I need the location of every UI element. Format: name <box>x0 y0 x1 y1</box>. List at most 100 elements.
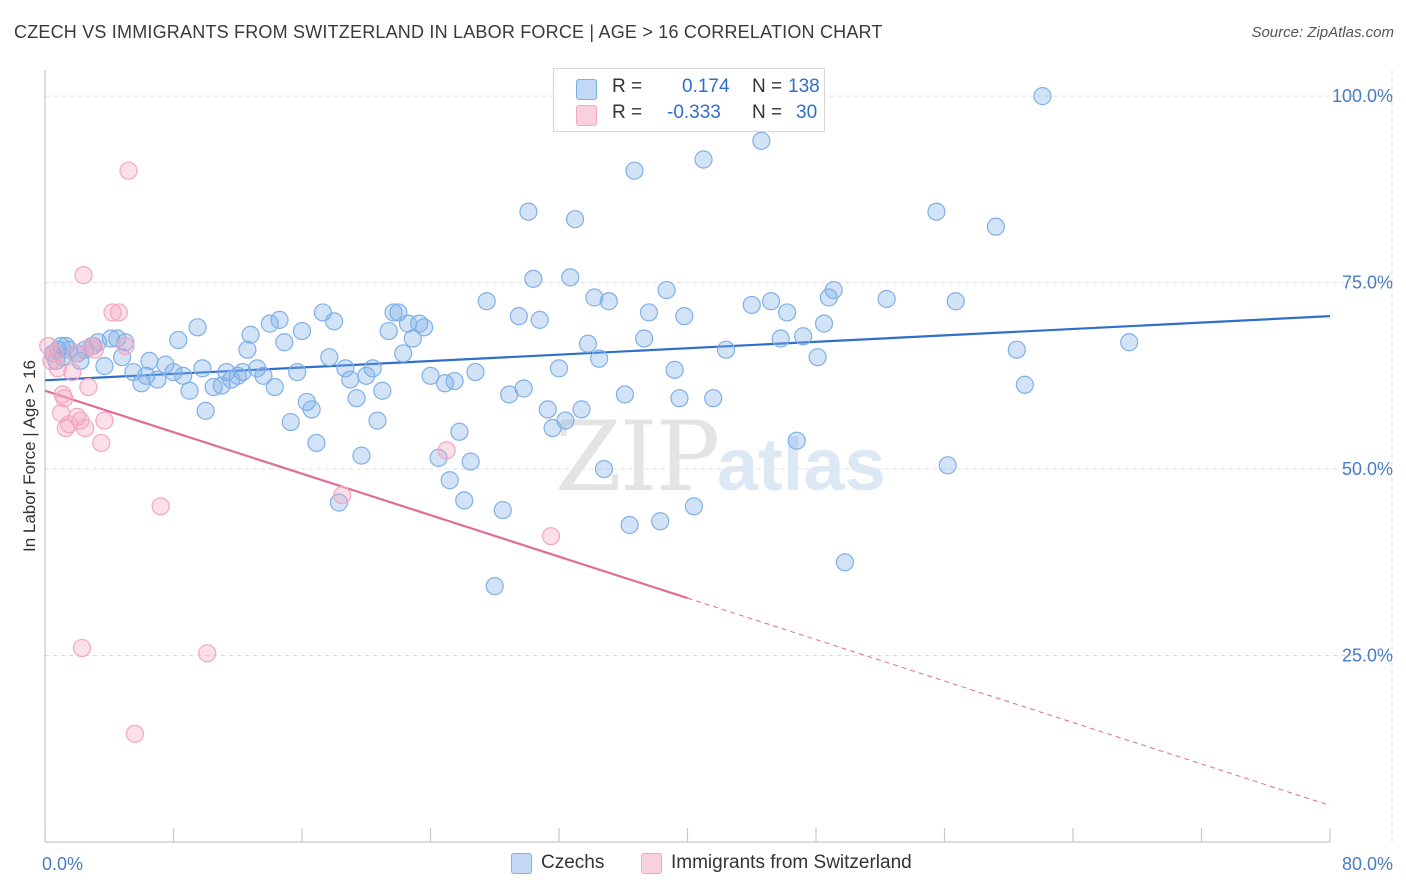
chart-title: CZECH VS IMMIGRANTS FROM SWITZERLAND IN … <box>14 22 883 42</box>
czechs-point <box>1007 340 1026 359</box>
czechs-point <box>946 292 965 311</box>
czechs-point <box>824 280 843 300</box>
czechs-point <box>254 366 273 385</box>
czechs-point <box>265 377 284 397</box>
czechs-point <box>336 359 355 378</box>
legend-row-switzerland: R = -0.333 N = 30 <box>576 102 818 128</box>
n-label: N = <box>752 102 783 123</box>
czechs-point <box>561 268 580 287</box>
x-tick-label: 80.0% <box>1342 854 1393 874</box>
czechs-point <box>814 314 834 333</box>
czechs-point <box>368 411 387 430</box>
czechs-point <box>341 370 360 389</box>
czechs-point <box>590 349 609 368</box>
czechs-point <box>247 359 267 378</box>
switzerland-point <box>333 486 352 505</box>
czechs-point <box>556 411 575 430</box>
source-label: Source: ZipAtlas.com <box>1251 24 1394 41</box>
czechs-point <box>794 327 813 346</box>
czechs-point <box>704 389 723 408</box>
czechs-point <box>414 318 434 337</box>
czechs-point <box>835 553 855 572</box>
czechs-point <box>493 500 512 520</box>
legend-swatch-switzerland <box>576 105 597 126</box>
czechs-point <box>675 307 694 326</box>
y-tick-labels: 25.0% 50.0% 75.0% 100.0% <box>1332 86 1393 665</box>
czechs-point <box>275 333 294 352</box>
legend-swatch-czechs <box>576 79 597 100</box>
legend-swatch-czechs <box>511 853 532 874</box>
switzerland-trend-line-extension <box>687 597 1331 806</box>
data-points <box>39 87 1139 743</box>
czechs-point <box>466 362 485 382</box>
czechs-point <box>212 376 231 395</box>
switzerland-trend-line <box>44 389 688 600</box>
czechs-point <box>148 370 167 389</box>
czechs-point <box>169 330 188 350</box>
switzerland-point <box>541 527 561 546</box>
czechs-point <box>95 357 114 376</box>
czechs-point <box>877 289 896 309</box>
x-tick-label: 0.0% <box>42 854 83 874</box>
r-label: R = <box>612 76 643 97</box>
czechs-point <box>357 366 376 385</box>
switzerland-point <box>48 359 67 378</box>
switzerland-point <box>76 418 95 438</box>
czechs-point <box>651 512 670 531</box>
czechs-point <box>363 359 382 378</box>
czechs-point <box>657 280 676 300</box>
switzerland-point <box>92 433 111 453</box>
n-value-switzerland: 30 <box>796 102 818 123</box>
czechs-point <box>140 351 159 370</box>
switzerland-point <box>39 336 58 356</box>
czechs-point <box>771 329 790 348</box>
watermark-zip: ZIP <box>555 401 718 513</box>
czechs-point <box>241 325 260 344</box>
czechs-point <box>635 329 654 348</box>
watermark-atlas: atlas <box>717 423 886 506</box>
legend-label-czechs: Czechs <box>541 852 605 873</box>
czechs-point <box>1033 87 1052 106</box>
legend-row-czechs: R = 0.174 N = 138 <box>576 76 820 102</box>
czechs-point <box>180 381 199 400</box>
czechs-point <box>193 359 212 378</box>
axes <box>44 70 1331 843</box>
x-tick-labels: 0.0% 80.0% <box>42 854 1393 874</box>
switzerland-point <box>109 303 128 322</box>
czechs-point <box>752 131 771 150</box>
czechs-point <box>270 310 289 329</box>
czechs-point <box>572 400 591 419</box>
switzerland-point <box>55 389 74 408</box>
switzerland-point <box>85 340 104 359</box>
czechs-point <box>164 362 183 382</box>
czechs-point <box>599 292 618 311</box>
czechs-point <box>445 371 464 391</box>
czechs-point <box>716 340 736 359</box>
y-axis-label: In Labor Force | Age > 16 <box>20 360 39 552</box>
switzerland-point <box>79 377 98 397</box>
czechs-point <box>302 400 321 419</box>
legend-item-czechs: Czechs <box>511 852 621 876</box>
czechs-point <box>379 321 398 341</box>
czechs-point <box>347 389 366 408</box>
czechs-point <box>694 150 713 169</box>
czechs-point <box>477 292 496 311</box>
switzerland-point <box>72 638 92 658</box>
czechs-point <box>594 459 614 479</box>
czechs-point <box>281 412 300 432</box>
y-tick-label: 50.0% <box>1342 459 1393 479</box>
legend-item-switzerland: Immigrants from Switzerland <box>641 852 941 876</box>
switzerland-point <box>437 441 456 460</box>
czechs-point <box>514 379 533 398</box>
czechs-point <box>325 312 344 331</box>
switzerland-point <box>45 344 64 363</box>
czechs-point <box>1015 375 1034 394</box>
czechs-point <box>238 340 257 359</box>
switzerland-point <box>119 161 138 180</box>
czechs-point <box>777 303 797 322</box>
czechs-point <box>384 303 403 322</box>
y-tick-label: 75.0% <box>1342 273 1393 293</box>
czechs-point <box>307 433 326 453</box>
watermark: ZIP atlas <box>555 401 886 513</box>
